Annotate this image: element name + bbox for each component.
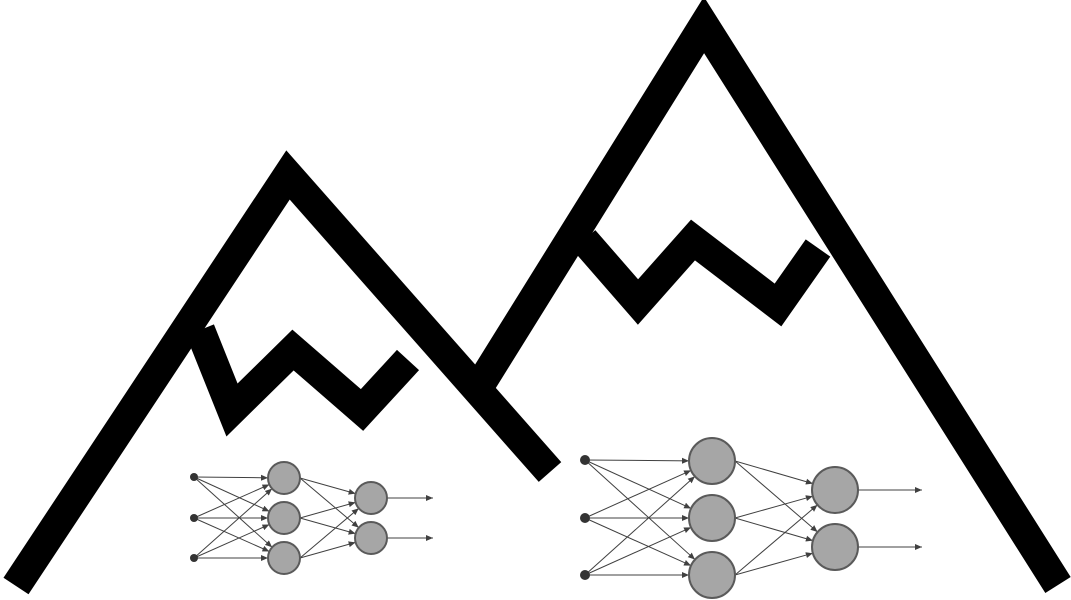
hidden-node: [267, 541, 301, 575]
edge: [734, 552, 813, 576]
edges: [584, 457, 922, 578]
output-node: [354, 521, 388, 555]
small-network: [190, 461, 433, 575]
hidden-node: [688, 494, 736, 542]
edge: [299, 541, 356, 559]
edge: [299, 501, 356, 519]
edge: [734, 460, 818, 533]
edge: [584, 475, 696, 576]
hidden-node: [688, 437, 736, 485]
edge: [584, 469, 692, 519]
hidden-node: [267, 461, 301, 495]
mountain-left: [3, 150, 562, 595]
edge: [193, 476, 270, 512]
hidden-node: [267, 501, 301, 535]
mountain-right: [467, 0, 1071, 594]
output-node: [354, 481, 388, 515]
input-node: [190, 554, 198, 562]
input-node: [580, 513, 590, 523]
mountain-right-outline: [467, 0, 1071, 594]
edge: [193, 476, 273, 548]
edge: [584, 526, 692, 576]
edge: [299, 477, 360, 529]
nodes: [580, 437, 859, 599]
edge: [734, 517, 814, 542]
mountain-left-outline: [3, 150, 562, 595]
edge: [584, 517, 692, 567]
edge: [193, 474, 269, 481]
edge: [734, 460, 814, 485]
input-node: [190, 514, 198, 522]
mountain-right-snowcap: [572, 219, 831, 327]
output-node: [811, 523, 859, 571]
input-node: [190, 473, 198, 481]
large-network: [580, 437, 922, 599]
edge: [584, 459, 696, 560]
edge: [734, 495, 813, 519]
hidden-node: [688, 551, 736, 599]
edge: [193, 488, 273, 559]
edge: [584, 459, 692, 509]
nodes: [190, 461, 388, 575]
edge: [193, 517, 270, 552]
edge: [299, 517, 356, 535]
edge: [299, 477, 356, 495]
edge: [193, 524, 270, 559]
edge: [299, 507, 360, 559]
input-node: [580, 570, 590, 580]
edge: [584, 457, 690, 464]
output-node: [811, 466, 859, 514]
edge: [734, 504, 818, 576]
mountain-left-snowcap: [186, 324, 420, 437]
edges: [193, 474, 433, 561]
input-node: [580, 455, 590, 465]
edge: [193, 484, 270, 519]
